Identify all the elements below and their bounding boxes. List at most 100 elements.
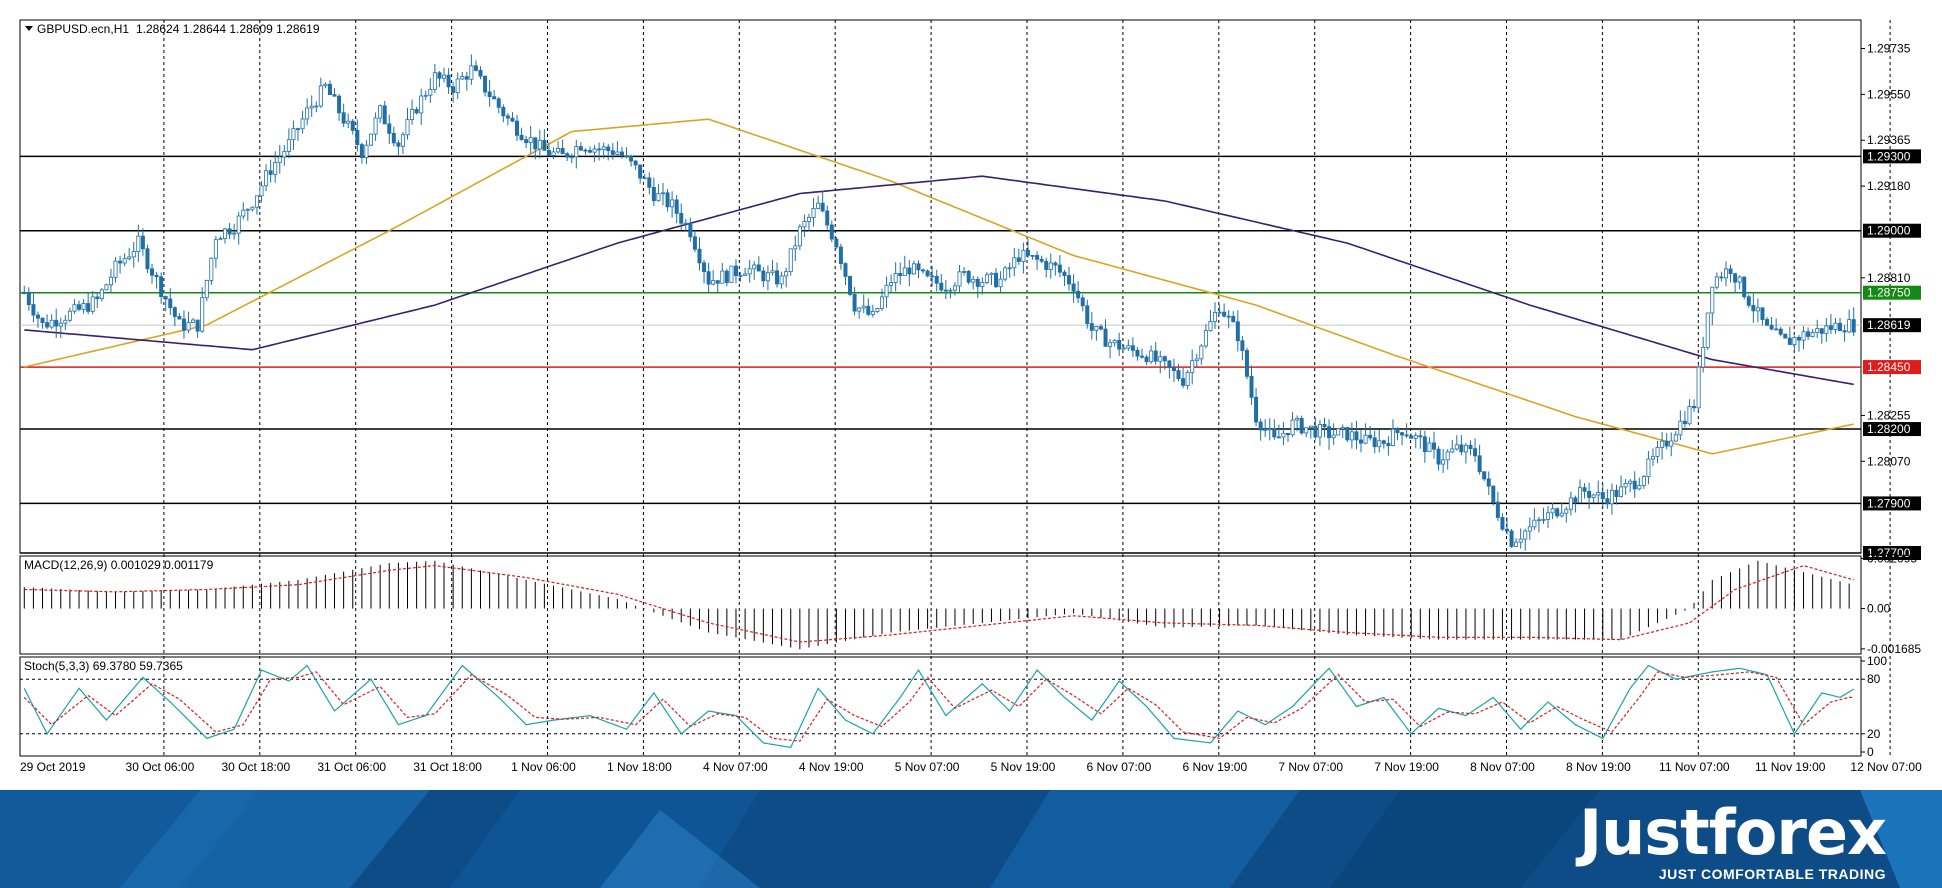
candle-body [1655,447,1660,457]
price-tick-label: 1.29180 [1867,179,1911,193]
candle-body [984,274,989,283]
time-tick-label: 8 Nov 07:00 [1470,760,1535,774]
candle-body [1851,319,1856,333]
candle-body [1587,490,1592,498]
candle-body [998,278,1003,288]
candle-body [1801,331,1806,341]
candle-body [1272,428,1277,438]
time-tick-label: 6 Nov 07:00 [1087,760,1152,774]
macd-axis: 0.002095 0.00 -0.001685 [1861,552,1921,656]
candle-body [1482,471,1487,480]
price-level-tag [1863,546,1921,560]
candle-body [1500,517,1505,530]
ohlc-label: 1.28624 1.28644 1.28609 1.28619 [136,22,320,36]
candle-body [1199,345,1204,360]
candle-body [934,276,939,284]
candle-body [1646,458,1651,477]
candle-body [601,146,606,150]
collapse-triangle-icon[interactable] [25,26,33,31]
candle-body [752,264,757,270]
candle-body [131,251,136,258]
candle-body [460,76,465,80]
candle-body [1044,260,1049,270]
candle-body [1171,367,1176,371]
candle-body [487,91,492,98]
stoch-tick-label: 80 [1867,672,1881,686]
stochastic-lines [20,664,1861,749]
macd-pane-frame [19,555,1862,655]
candle-body [1847,319,1852,333]
candle-body [994,272,999,288]
candle-body [451,86,456,93]
stoch-tick-label: 20 [1867,727,1881,741]
candle-body [154,274,159,278]
candle-body [683,222,688,225]
candle-body [1158,356,1163,362]
candle-body [305,107,310,120]
candle-body [1765,319,1770,326]
candle-body [428,89,433,96]
candle-body [1632,480,1637,490]
candle-body [1664,440,1669,447]
candle-body [1162,356,1167,362]
candle-body [232,232,237,235]
candle-body [1240,340,1245,351]
candle-body [359,144,364,158]
price-level-tag [1863,496,1921,511]
candle-body [1842,330,1847,333]
candle-body [724,270,729,283]
price-axis: 1.29735 1.29550 1.29365 1.29180 1.28810 1.282… [1861,42,1911,468]
candle-body [1076,290,1081,299]
candle-body [615,151,620,155]
candle-body [1121,347,1126,350]
macd-signal-line [24,564,1854,643]
candle-body [81,303,86,310]
candle-body [875,308,880,312]
candle-body [715,280,720,284]
candle-body [1340,427,1345,430]
candle-body [1705,312,1710,348]
candle-body [1308,425,1313,429]
candle-body [578,146,583,151]
candle-body [423,94,428,97]
candle-body [1536,519,1541,522]
price-level-tag-label: 1.28450 [1867,360,1911,374]
candle-body [989,272,994,276]
candle-body [227,228,232,235]
candle-body [838,246,843,264]
candle-body [1518,538,1523,543]
candle-body [1368,434,1373,439]
candle-body [939,282,944,291]
candle-body [688,222,693,238]
price-tick-label: 1.28070 [1867,454,1911,468]
candle-body [209,257,214,281]
candle-body [902,267,907,277]
candle-body [679,213,684,224]
candle-body [332,94,337,97]
candle-body [35,314,40,319]
time-tick-label: 1 Nov 06:00 [511,760,576,774]
candle-body [1418,435,1423,438]
candle-body [186,322,191,331]
stoch-label: Stoch(5,3,3) 69.3780 59.7365 [24,659,183,673]
candle-body [1149,350,1154,363]
candle-body [1286,432,1291,436]
candle-body [22,292,27,295]
candle-body [706,271,711,285]
candle-body [1760,307,1765,320]
candle-body [1514,541,1519,547]
candle-body [857,307,862,312]
macd-label: MACD(12,26,9) 0.001029 0.001179 [24,558,214,572]
candle-body [1637,485,1642,490]
candle-body [200,297,205,332]
candle-body [556,148,561,153]
candle-body [473,65,478,71]
candle-body [369,133,374,146]
candle-body [1039,258,1044,262]
candle-body [1226,315,1231,318]
candle-body [1819,328,1824,334]
candle-body [1824,325,1829,334]
candle-body [437,72,442,79]
candle-body [95,296,100,300]
candle-body [1313,425,1318,438]
